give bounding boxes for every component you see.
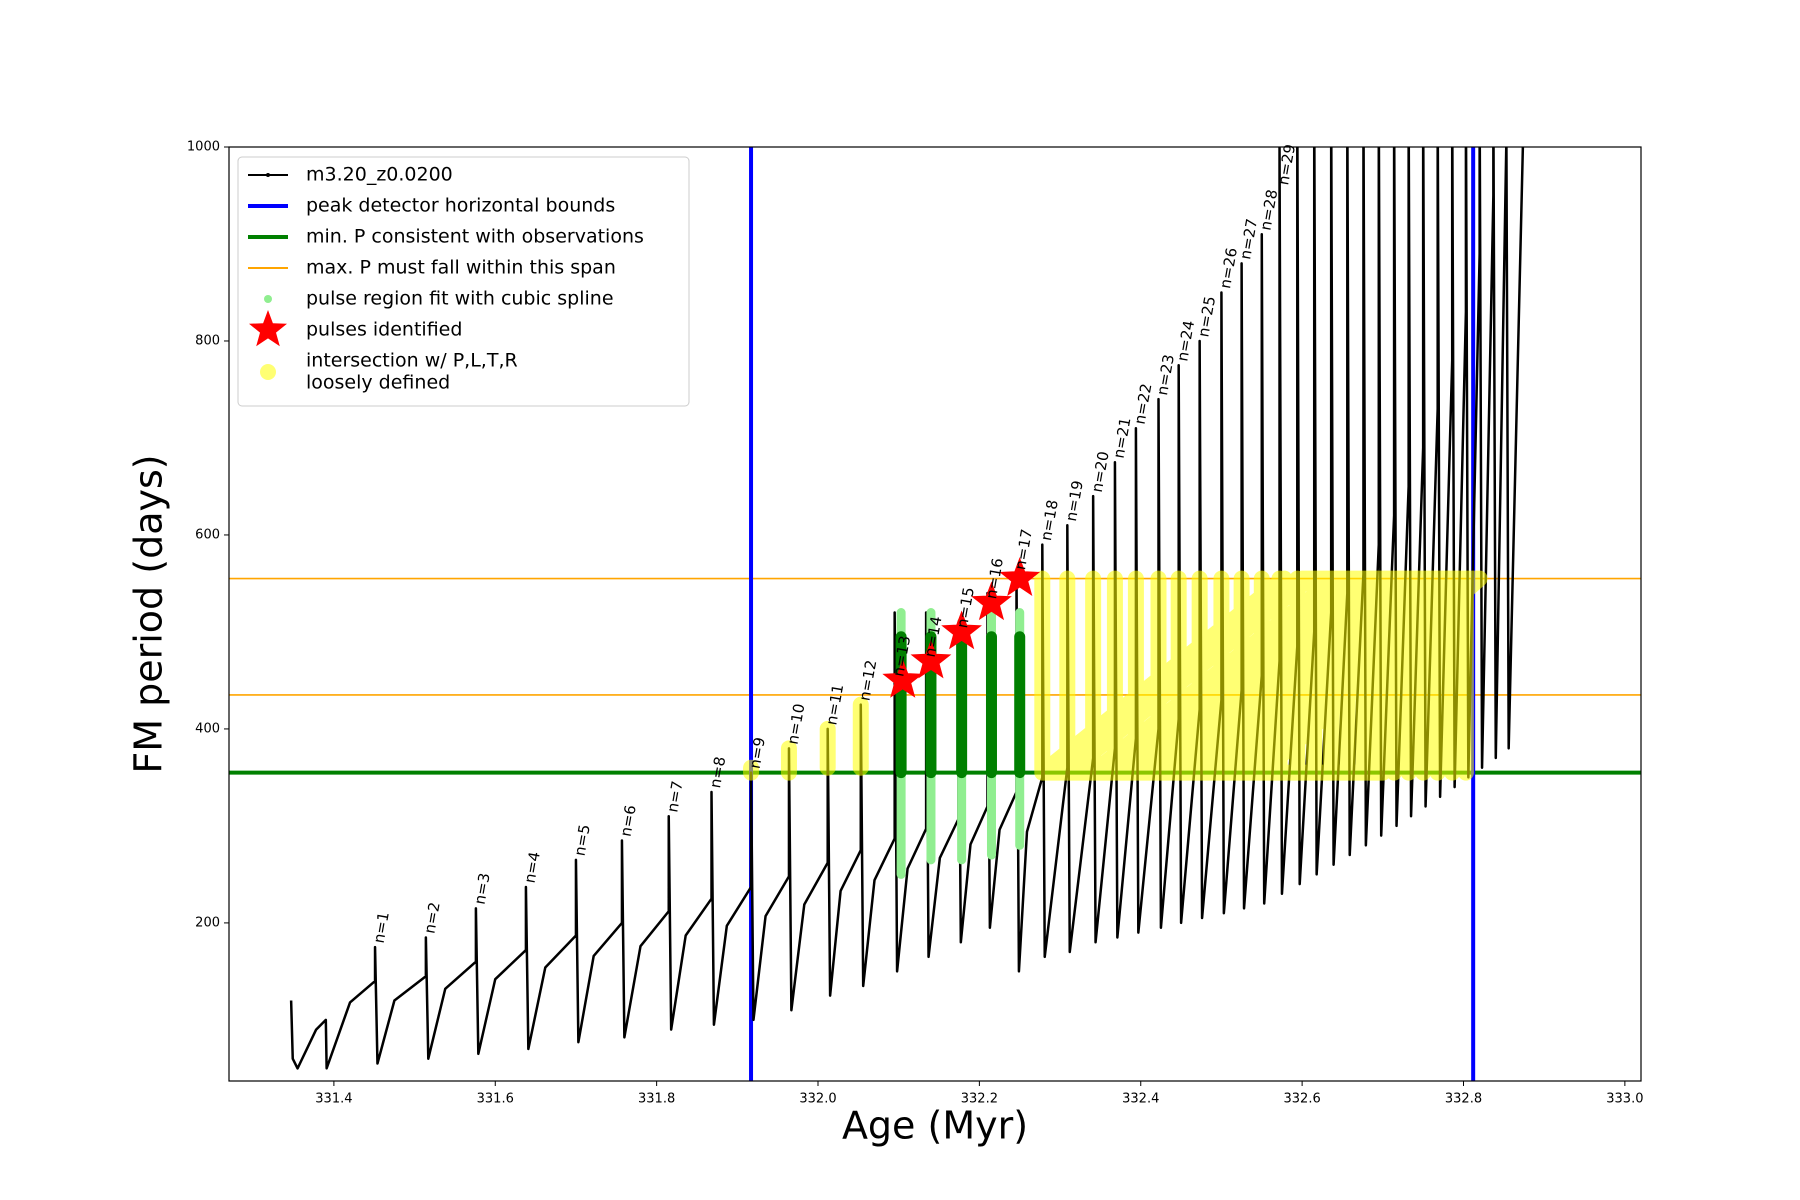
pulse-label: n=5 (571, 823, 594, 857)
pulse-label: n=7 (663, 779, 686, 813)
legend-label: intersection w/ P,L,T,R (306, 350, 518, 372)
region-segments (895, 631, 1026, 779)
pulse-star (910, 639, 952, 679)
y-tick-label: 1000 (187, 140, 220, 155)
pulse-label: n=8 (706, 755, 729, 789)
pulse-label: n=4 (521, 850, 544, 884)
x-tick-label: 331.6 (477, 1092, 514, 1107)
legend-handle (249, 310, 287, 347)
legend-box (237, 156, 690, 407)
x-tick-label: 331.4 (315, 1092, 352, 1107)
pulse-label: n=9 (746, 736, 769, 770)
x-tick-label: 332.0 (799, 1092, 836, 1107)
legend-label: min. P consistent with observations (306, 226, 644, 248)
region-segments (743, 570, 1488, 781)
pulse-label: n=6 (617, 804, 640, 838)
pulse-label: n=3 (471, 872, 494, 906)
legend-handle (260, 364, 276, 380)
x-tick-label: 332.2 (961, 1092, 998, 1107)
x-tick-label: 333.0 (1606, 1092, 1643, 1107)
y-tick-label: 800 (195, 333, 220, 348)
x-axis-label: Age (Myr) (842, 1104, 1028, 1148)
axes-frame (228, 146, 1642, 1082)
pulse-star (941, 610, 982, 650)
x-tick-label: 332.6 (1284, 1092, 1321, 1107)
y-tick-label: 200 (195, 915, 220, 930)
legend-label: m3.20_z0.0200 (306, 164, 453, 186)
x-tick-label: 332.4 (1122, 1092, 1159, 1107)
plot-area (229, 147, 1641, 1081)
pulse-star (971, 581, 1012, 621)
pulse-label: n=2 (421, 901, 444, 935)
legend-label: loosely defined (306, 372, 450, 394)
y-tick-label: 600 (195, 527, 220, 542)
pulse-label: n=1 (370, 910, 393, 944)
x-tick-label: 332.8 (1445, 1092, 1482, 1107)
y-tick-label: 400 (195, 721, 220, 736)
legend-handle (266, 173, 270, 177)
x-tick-label: 331.8 (638, 1092, 675, 1107)
legend-label: pulses identified (306, 319, 462, 341)
legend-handle (264, 295, 272, 303)
legend-label: peak detector horizontal bounds (306, 195, 615, 217)
legend-label: pulse region fit with cubic spline (306, 288, 614, 310)
y-axis-label: FM period (days) (127, 454, 171, 773)
pulse-star (999, 557, 1041, 596)
pulse-star (882, 658, 924, 698)
legend-label: max. P must fall within this span (306, 257, 616, 279)
